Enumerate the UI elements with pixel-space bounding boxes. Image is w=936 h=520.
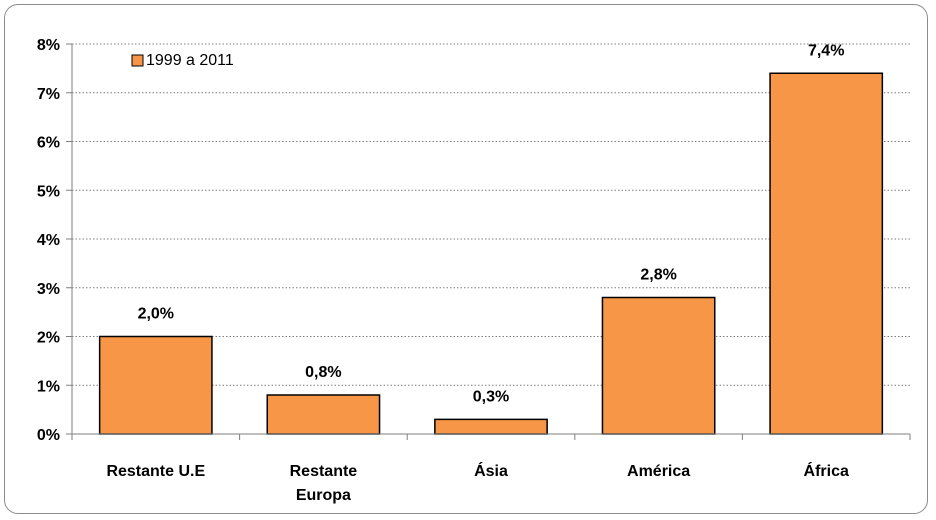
data-label: 2,8%	[640, 267, 676, 284]
legend: 1999 a 2011	[131, 52, 234, 69]
y-tick-label: 3%	[37, 281, 60, 298]
x-tick-label: África	[804, 461, 849, 480]
y-tick-label: 4%	[37, 232, 60, 249]
y-tick-label: 8%	[37, 37, 60, 54]
y-tick-label: 0%	[37, 427, 60, 444]
x-tick-label: Restante U.E	[106, 463, 205, 480]
bar	[601, 296, 716, 435]
y-tick-label: 2%	[37, 330, 60, 347]
x-tick-label: América	[627, 463, 690, 480]
bars	[98, 72, 884, 435]
legend-swatch	[131, 54, 144, 67]
y-tick-label: 6%	[37, 135, 60, 152]
data-labels: 2,0% 0,8% 0,3% 2,8% 7,4%	[138, 42, 845, 405]
data-label: 0,3%	[473, 388, 509, 405]
bar	[769, 72, 884, 435]
bar	[98, 335, 213, 435]
data-label: 2,0%	[138, 306, 174, 323]
y-tick-label: 5%	[37, 183, 60, 200]
bar	[434, 418, 548, 435]
y-axis-ticks: 0% 1% 2% 3% 4% 5% 6% 7% 8%	[37, 37, 60, 444]
x-tick-label: Europa	[296, 487, 351, 504]
data-label: 0,8%	[305, 364, 341, 381]
x-axis-labels: Restante U.E Restante Europa Ásia América Áfr…	[106, 461, 849, 504]
y-tick-label: 1%	[37, 378, 60, 395]
bar	[266, 394, 381, 435]
x-tick-label: Ásia	[474, 461, 508, 480]
data-label: 7,4%	[808, 42, 844, 59]
axes	[66, 43, 911, 440]
y-tick-label: 7%	[37, 86, 60, 103]
x-tick-label: Restante	[290, 463, 358, 480]
legend-label: 1999 a 2011	[146, 52, 234, 69]
